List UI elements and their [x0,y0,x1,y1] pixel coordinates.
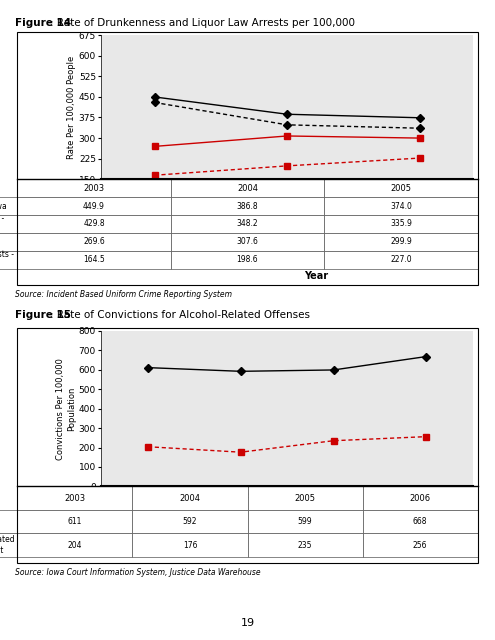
Text: Figure 15: Figure 15 [15,310,71,320]
Text: 19: 19 [241,618,254,628]
Text: Source: Iowa Court Information System, Justice Data Warehouse: Source: Iowa Court Information System, J… [15,568,260,577]
Text: Source: Incident Based Uniform Crime Reporting System: Source: Incident Based Uniform Crime Rep… [15,290,232,299]
Y-axis label: Convictions Per 100,000
Population: Convictions Per 100,000 Population [56,358,76,460]
Text: : Rate of Drunkenness and Liquor Law Arrests per 100,000: : Rate of Drunkenness and Liquor Law Arr… [50,17,355,28]
Y-axis label: Rate Per 100,000 People: Rate Per 100,000 People [67,56,76,159]
Text: Figure 14: Figure 14 [15,17,71,28]
Text: Year: Year [304,271,329,280]
Text: : Rate of Convictions for Alcohol-Related Offenses: : Rate of Convictions for Alcohol-Relate… [50,310,310,320]
